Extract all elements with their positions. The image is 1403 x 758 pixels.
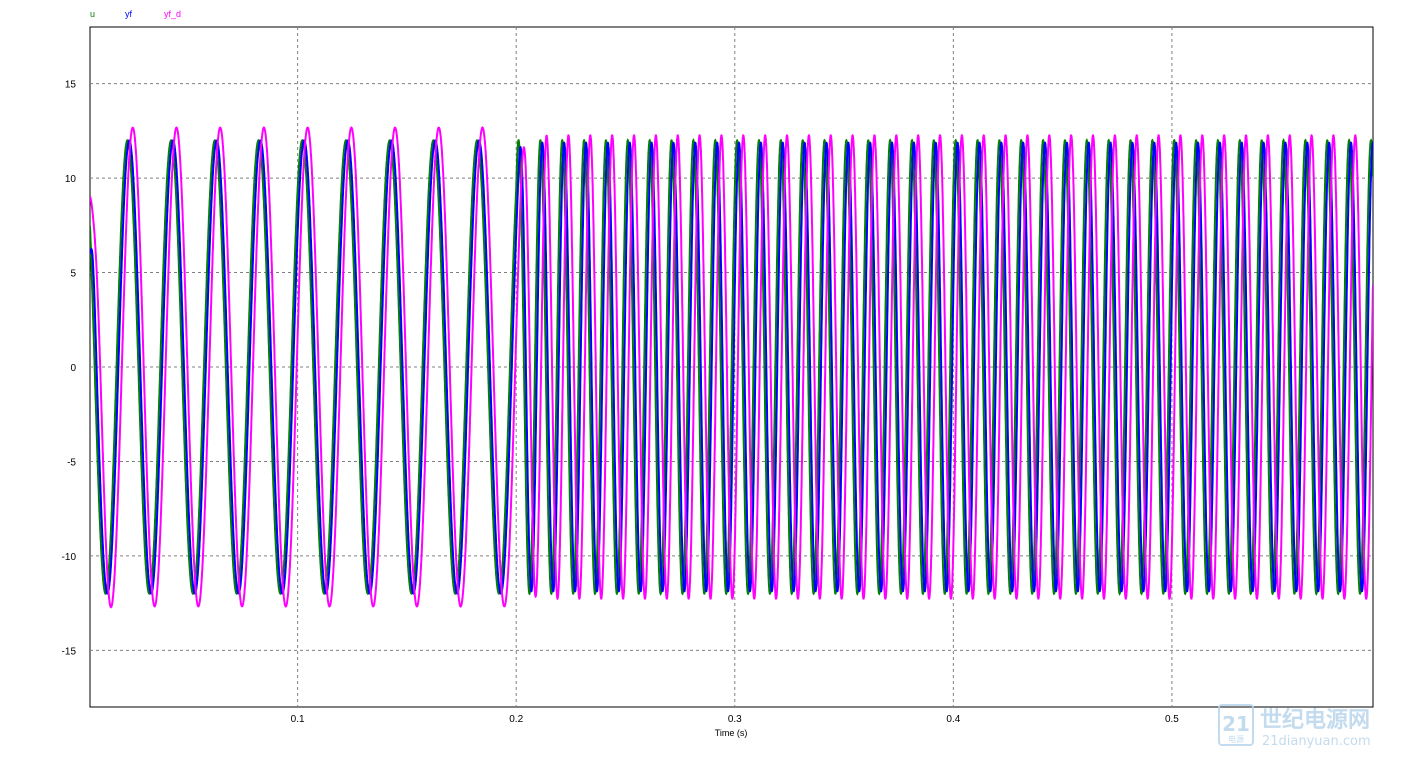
y-tick-label: 5 bbox=[70, 269, 76, 280]
series-line-u bbox=[90, 138, 1373, 596]
y-tick-label: -10 bbox=[62, 552, 77, 563]
x-tick-label: 0.2 bbox=[509, 714, 523, 725]
watermark-logo bbox=[1218, 704, 1254, 746]
legend-entry-yf-d: yf_d bbox=[164, 9, 181, 19]
y-tick-label: 10 bbox=[65, 174, 77, 185]
legend: u yf yf_d bbox=[90, 9, 181, 19]
y-tick-label: -15 bbox=[62, 646, 77, 657]
series-line-yf bbox=[90, 139, 1373, 595]
x-tick-label: 0.1 bbox=[291, 714, 305, 725]
x-tick-label: 0.3 bbox=[728, 714, 742, 725]
y-tick-label: 0 bbox=[70, 363, 76, 374]
legend-entry-yf: yf bbox=[125, 9, 133, 19]
watermark-logo-digits: 21 bbox=[1222, 712, 1250, 736]
legend-entry-u: u bbox=[90, 9, 95, 19]
tick-labels: 0.1 0.2 0.3 0.4 0.5 15 10 5 0 -5 -10 -15 bbox=[62, 80, 1180, 725]
x-axis-title: Time (s) bbox=[715, 728, 748, 738]
y-tick-label: -5 bbox=[67, 457, 76, 468]
watermark-title: 世纪电源网 bbox=[1260, 707, 1370, 733]
watermark-site: 21dianyuan.com bbox=[1262, 734, 1371, 749]
x-tick-label: 0.4 bbox=[946, 714, 960, 725]
watermark-logo-sub: 电源 bbox=[1228, 734, 1244, 744]
y-tick-label: 15 bbox=[65, 80, 77, 91]
watermark: 21 电源 世纪电源网 21dianyuan.com bbox=[1218, 704, 1371, 749]
x-tick-label: 0.5 bbox=[1165, 714, 1179, 725]
series-line-yf-d bbox=[90, 126, 1373, 609]
